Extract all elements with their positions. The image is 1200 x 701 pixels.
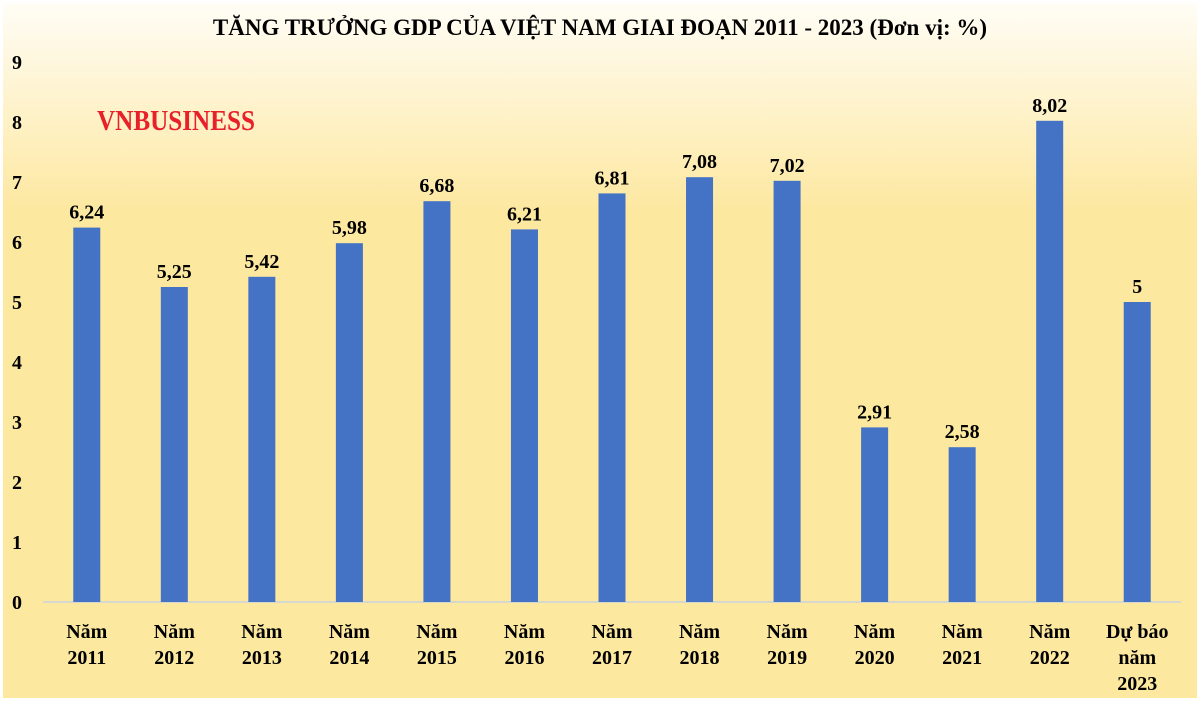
x-tick-label: 2017 [592, 647, 632, 669]
bar [1123, 302, 1151, 602]
x-tick-label: Năm [504, 621, 545, 643]
x-tick-label: Năm [591, 621, 632, 643]
bar [948, 447, 976, 602]
x-tick-label: 2019 [767, 647, 807, 669]
data-label: 6,68 [419, 175, 454, 197]
x-tick-label: năm [1118, 647, 1156, 669]
x-tick-label: 2018 [680, 647, 720, 669]
x-tick-label: 2022 [1030, 647, 1070, 669]
data-label: 5 [1132, 276, 1142, 298]
data-label: 2,58 [945, 421, 980, 443]
x-tick-label: 2021 [942, 647, 982, 669]
data-label: 5,98 [332, 217, 367, 239]
x-tick-label: Năm [241, 621, 282, 643]
data-label: 2,91 [857, 401, 892, 423]
x-tick-label: Năm [854, 621, 895, 643]
data-label: 5,42 [244, 251, 279, 273]
data-label: 6,21 [507, 203, 542, 225]
y-tick-label: 0 [12, 592, 22, 614]
x-tick-label: 2013 [242, 647, 282, 669]
data-label: 7,02 [770, 155, 805, 177]
x-tick-label: 2014 [329, 647, 369, 669]
x-tick-label: 2015 [417, 647, 457, 669]
data-label: 6,24 [69, 202, 104, 224]
x-tick-label: Dự báo [1106, 621, 1169, 643]
x-tick-label: Năm [416, 621, 457, 643]
y-tick-label: 4 [12, 352, 22, 374]
y-tick-label: 5 [12, 292, 22, 314]
data-label: 5,25 [157, 261, 192, 283]
y-tick-label: 8 [12, 112, 22, 134]
x-tick-label: Năm [329, 621, 370, 643]
bar [773, 180, 801, 603]
x-tick-label: 2012 [154, 647, 194, 669]
bar [510, 229, 538, 602]
x-tick-label: 2020 [855, 647, 895, 669]
data-label: 6,81 [595, 167, 630, 189]
x-tick-label: 2011 [67, 647, 106, 669]
x-tick-label: 2023 [1117, 673, 1157, 695]
bar [160, 287, 188, 602]
bar [598, 193, 626, 602]
bar [73, 227, 101, 602]
bar [423, 201, 451, 602]
y-tick-label: 6 [12, 232, 22, 254]
x-tick-label: Năm [942, 621, 983, 643]
y-tick-label: 2 [12, 472, 22, 494]
x-tick-label: Năm [767, 621, 808, 643]
data-label: 8,02 [1032, 95, 1067, 117]
chart-title: TĂNG TRƯỞNG GDP CỦA VIỆT NAM GIAI ĐOẠN 2… [213, 14, 987, 40]
bar [1036, 120, 1064, 603]
data-label: 7,08 [682, 151, 717, 173]
y-tick-label: 3 [12, 412, 22, 434]
x-tick-label: Năm [66, 621, 107, 643]
bar [861, 427, 889, 602]
x-tick-label: Năm [1029, 621, 1070, 643]
bar [335, 243, 363, 602]
y-tick-label: 7 [12, 172, 22, 194]
bar [248, 276, 276, 602]
y-tick-label: 9 [12, 52, 22, 74]
bar [686, 177, 714, 602]
vnbusiness-watermark: VNBUSINESS [97, 106, 255, 137]
x-tick-label: Năm [679, 621, 720, 643]
x-tick-label: Năm [154, 621, 195, 643]
x-tick-label: 2016 [504, 647, 544, 669]
y-tick-label: 1 [12, 532, 22, 554]
